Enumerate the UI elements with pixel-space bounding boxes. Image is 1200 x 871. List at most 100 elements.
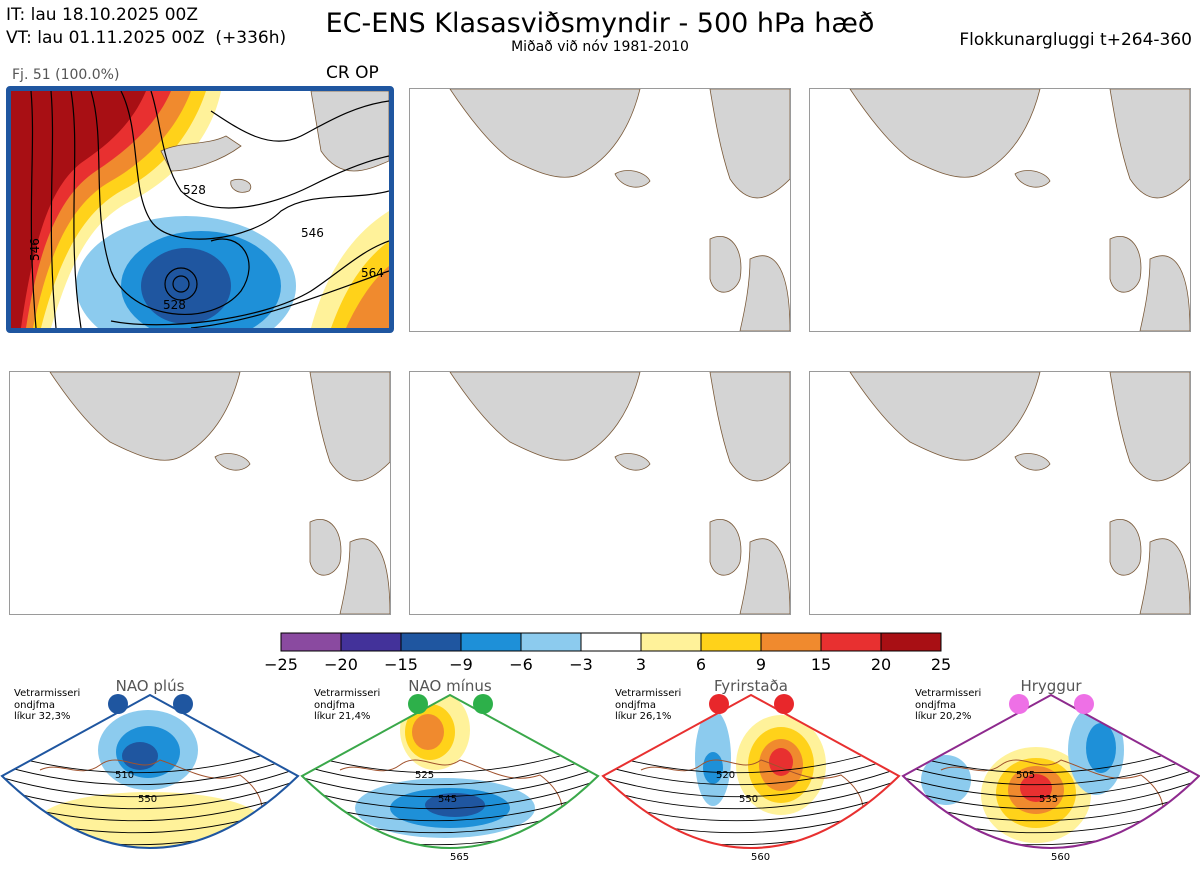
height-contour — [903, 751, 1199, 786]
colorbar-segment — [460, 632, 522, 652]
colorbar-tick-label: 20 — [870, 655, 892, 674]
page-title: EC-ENS Klasasviðsmyndir - 500 hPa hæð — [325, 8, 875, 39]
regime-indicator-dot — [1009, 694, 1029, 714]
regime-indicator-dot — [108, 694, 128, 714]
regime-border — [300, 693, 600, 849]
height-contour — [302, 763, 598, 798]
colorbar-tick-label: −20 — [324, 655, 358, 674]
regime-title: NAO mínus — [408, 677, 492, 695]
colorbar-segment — [400, 632, 462, 652]
contour-label-5: 546 — [28, 238, 42, 261]
regime-info-line: Vetrarmisseri — [915, 688, 982, 699]
colorbar-tick-label: 25 — [930, 655, 952, 674]
anomaly-patch — [40, 792, 260, 848]
init-time: IT: lau 18.10.2025 00Z — [6, 5, 198, 25]
regime-info-line: Vetrarmisseri — [314, 688, 381, 699]
cluster-count-label: Fj. 51 (100.0%) — [12, 67, 120, 83]
regime-contour-label: 545 — [438, 794, 457, 805]
coastline — [640, 759, 864, 831]
regime-map: 510 550 — [0, 693, 300, 849]
anomaly-patch — [769, 748, 793, 776]
regime-indicator-dot — [709, 694, 729, 714]
height-contour — [2, 763, 298, 798]
classification-window: Flokkunargluggi t+264-360 — [959, 30, 1192, 50]
colorbar-segment — [820, 632, 882, 652]
anomaly-patch — [1020, 774, 1052, 802]
height-contour — [603, 751, 899, 786]
colorbar-tick-label: 6 — [695, 655, 707, 674]
anomaly-colorbar — [280, 632, 942, 652]
regime-info-line: líkur 20,2% — [915, 711, 972, 722]
colorbar-tick-label: −3 — [569, 655, 593, 674]
height-contour — [603, 763, 899, 798]
anomaly-patch — [1086, 723, 1116, 773]
coastline — [940, 759, 1164, 831]
colorbar-tick-label: −9 — [449, 655, 473, 674]
height-contour — [603, 811, 899, 846]
regime-info-line: Vetrarmisseri — [615, 688, 682, 699]
height-contour — [2, 775, 298, 810]
regime-border — [601, 693, 901, 849]
regime-border — [901, 693, 1200, 849]
anomaly-map: 528 546 564 528 546 — [11, 91, 389, 328]
colorbar-segment — [520, 632, 582, 652]
cluster-type-label: CR OP — [326, 63, 379, 83]
cluster-map-panel-2[interactable] — [409, 88, 791, 332]
regime-contour-label: 560 — [751, 852, 770, 863]
regime-contour-label: 560 — [1051, 852, 1070, 863]
contour-label-1: 528 — [183, 183, 206, 197]
regime-title: NAO plús — [115, 677, 185, 695]
regime-contour-label: 510 — [115, 770, 134, 781]
contour-label-2: 546 — [301, 226, 324, 240]
height-contour — [302, 775, 598, 810]
height-contour — [603, 775, 899, 810]
page-subtitle: Miðað við nóv 1981-2010 — [511, 39, 689, 55]
colorbar-tick-label: 15 — [810, 655, 832, 674]
colorbar-segment — [580, 632, 642, 652]
colorbar-segment — [760, 632, 822, 652]
regime-map: 505 535 560 — [901, 693, 1200, 863]
regime-info-line: Vetrarmisseri — [14, 688, 81, 699]
regime-info-line: líkur 32,3% — [14, 711, 71, 722]
colorbar-segment — [880, 632, 942, 652]
height-contour — [2, 847, 298, 848]
height-contour — [2, 751, 298, 786]
anomaly-patch — [412, 714, 444, 750]
regime-info-line: líkur 21,4% — [314, 711, 371, 722]
colorbar-tick-label: −15 — [384, 655, 418, 674]
regime-indicator-dot — [774, 694, 794, 714]
regime-indicator-dot — [1074, 694, 1094, 714]
regime-title: Fyrirstaða — [714, 677, 788, 695]
height-contour — [903, 763, 1199, 798]
cluster-map-panel-3[interactable] — [809, 88, 1191, 332]
regime-info-line: ondjfma — [915, 699, 956, 711]
regime-contour-label: 525 — [415, 770, 434, 781]
regime-info: Vetrarmisseri ondjfma líkur 26,1% — [615, 688, 681, 723]
cluster-map-panel-4[interactable] — [9, 371, 391, 615]
cluster-map-panel-6[interactable] — [809, 371, 1191, 615]
regime-map: 520 550 560 — [601, 693, 901, 863]
contour-label-4: 528 — [163, 298, 186, 312]
cluster-map-panel-5[interactable] — [409, 371, 791, 615]
regime-contour-label: 505 — [1016, 770, 1035, 781]
height-contour — [302, 751, 598, 786]
anomaly-patch — [122, 742, 158, 770]
regime-indicator-dot — [473, 694, 493, 714]
colorbar-tick-label: −25 — [264, 655, 298, 674]
regime-border — [0, 693, 300, 849]
regime-contour-label: 550 — [739, 794, 758, 805]
colorbar-segment — [700, 632, 762, 652]
regime-contour-label: 520 — [716, 770, 735, 781]
regime-indicator-dot — [173, 694, 193, 714]
colorbar-tick-label: 9 — [755, 655, 767, 674]
colorbar-segment — [280, 632, 342, 652]
colorbar-tick-label: 3 — [635, 655, 647, 674]
colorbar-tick-label: −6 — [509, 655, 533, 674]
regime-contour-label: 565 — [450, 852, 469, 863]
anomaly-patch — [1011, 849, 1047, 861]
coastline — [39, 759, 263, 831]
colorbar-segment — [340, 632, 402, 652]
cluster-map-panel-1[interactable]: 528 546 564 528 546 — [6, 86, 394, 333]
regime-title: Hryggur — [1020, 677, 1082, 695]
anomaly-patch — [425, 793, 485, 817]
